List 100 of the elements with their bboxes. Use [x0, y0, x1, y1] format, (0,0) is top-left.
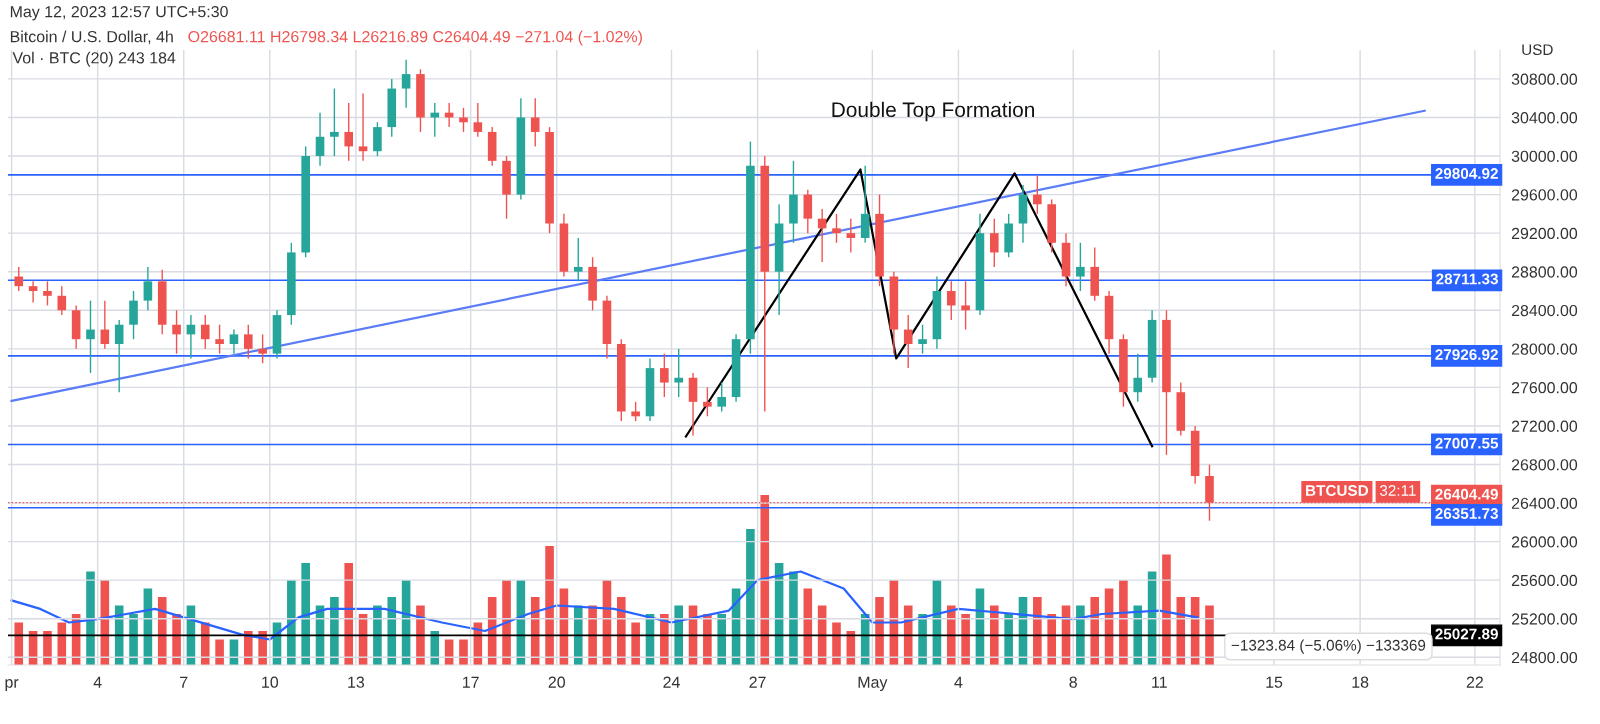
bar [430, 631, 440, 665]
bar [989, 605, 999, 665]
x-tick-label: 8 [1069, 676, 1077, 688]
bar [1004, 614, 1013, 665]
bar [243, 631, 253, 665]
candlestick [14, 266, 24, 292]
x-tick-label: 11 [1152, 676, 1167, 688]
candlestick [903, 314, 913, 369]
candlestick [100, 299, 110, 350]
candlestick [243, 324, 253, 360]
ref-line-label: 26351.73 [1435, 508, 1498, 519]
bar [1205, 605, 1214, 665]
y-tick-label: 28800.00 [1511, 266, 1578, 278]
bar [1119, 580, 1128, 665]
x-tick-label: 17 [463, 676, 479, 688]
candlestick [344, 102, 354, 162]
annotation: Double Top Formation [832, 101, 1034, 122]
y-tick-label: 25600.00 [1511, 574, 1578, 587]
bar [330, 597, 339, 665]
x-tick-label: May [858, 676, 888, 691]
candlestick [946, 280, 956, 321]
x-tick-label: pr [5, 679, 19, 691]
bar [946, 605, 956, 665]
bar [373, 605, 382, 665]
x-tick-label: 13 [348, 676, 365, 688]
candlestick [28, 280, 38, 304]
candlestick [473, 102, 483, 138]
candlestick [1033, 174, 1042, 215]
x-tick-label: 4 [93, 676, 102, 688]
chart-subtitle: O26681.11 H26798.34 L26216.89 C26404.49 −271.04 (−1.02%) [188, 30, 642, 46]
y-tick-label: 27600.00 [1511, 382, 1578, 394]
y-tick-label: 26000.00 [1511, 536, 1578, 548]
bar [530, 597, 540, 665]
candlestick [530, 97, 540, 148]
candlestick [401, 58, 411, 109]
x-tick-label: 10 [262, 676, 279, 688]
bar [459, 639, 468, 665]
bar [832, 622, 841, 665]
chart-title: Bitcoin / U.S. Dollar, 4h [10, 30, 173, 45]
bar [703, 614, 712, 665]
x-tick-label: 22 [1466, 676, 1483, 688]
candlestick [200, 314, 210, 350]
bar [43, 631, 52, 665]
bar [875, 597, 884, 665]
bar [344, 563, 354, 665]
bar [918, 614, 927, 665]
bar [86, 571, 95, 665]
y-tick-label: 28000.00 [1511, 343, 1578, 355]
y-axis-title: USD [1522, 44, 1553, 56]
ref-line-label: 29804.92 [1435, 168, 1498, 179]
bar [674, 605, 683, 665]
bar [57, 622, 67, 665]
candlestick [961, 280, 970, 331]
candlestick [989, 217, 999, 268]
y-tick-label: 30800.00 [1511, 73, 1578, 85]
bar [215, 639, 224, 665]
bar [172, 614, 181, 665]
annotation: −1323.84 (−5.06%) −133369 [1231, 639, 1426, 654]
bar [660, 614, 669, 665]
bar [1047, 614, 1056, 665]
bar [502, 580, 511, 665]
y-tick-label: 29200.00 [1511, 227, 1578, 240]
bar [803, 588, 813, 665]
x-tick-label: 4 [954, 676, 963, 688]
y-tick-label: 29600.00 [1511, 189, 1578, 201]
candlestick [57, 285, 67, 316]
candlestick [1076, 242, 1085, 292]
text: May 12, 2023 12:57 UTC+5:30 [10, 5, 228, 21]
candlestick [315, 111, 325, 167]
bar [573, 605, 583, 665]
bar [746, 529, 755, 665]
bar [287, 580, 296, 665]
y-tick-label: 25200.00 [1511, 613, 1578, 625]
bar [789, 571, 798, 665]
y-tick-label: 26800.00 [1511, 459, 1578, 471]
x-tick-label: 18 [1352, 676, 1369, 688]
candlestick [215, 324, 224, 355]
bar [387, 597, 397, 665]
candlestick [86, 299, 95, 374]
candlestick [43, 280, 52, 307]
bar [961, 614, 970, 665]
y-tick-label: 30400.00 [1511, 112, 1578, 124]
x-tick-label: 7 [180, 676, 188, 688]
bar [1090, 597, 1100, 665]
candlestick [832, 213, 841, 244]
candlestick [717, 381, 727, 413]
candlestick [172, 309, 181, 355]
bar [129, 614, 138, 665]
line-series [684, 168, 1154, 448]
candlestick [573, 237, 583, 283]
bar [588, 605, 597, 665]
x-tick-label: 27 [749, 676, 766, 688]
candlestick [229, 328, 239, 355]
annotation: 32:11 [1379, 485, 1416, 496]
bar [1176, 597, 1186, 665]
bar [1033, 597, 1042, 665]
candlestick [258, 333, 267, 364]
annotation: Vol · BTC (20) 243 184 [12, 51, 176, 67]
bar [717, 614, 727, 665]
y-tick-label: 27200.00 [1511, 420, 1578, 432]
